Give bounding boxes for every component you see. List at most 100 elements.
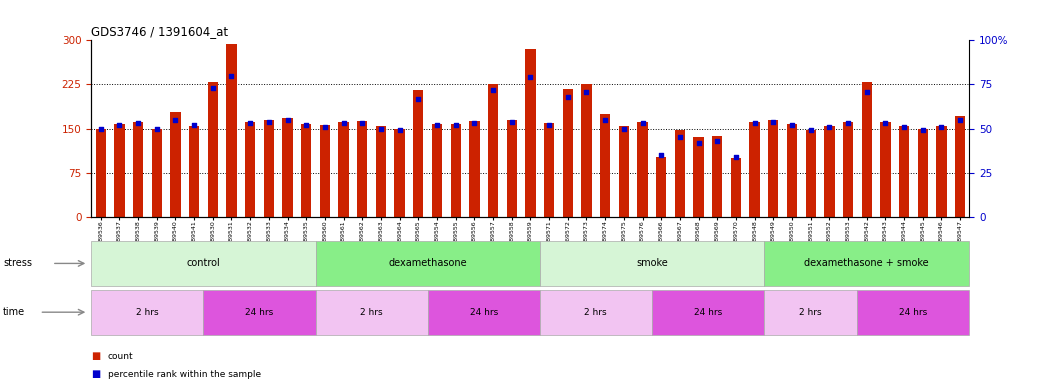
Bar — [899, 126, 909, 217]
Text: 24 hrs: 24 hrs — [899, 308, 928, 317]
Bar — [320, 124, 330, 217]
Bar — [376, 126, 386, 217]
Text: GDS3746 / 1391604_at: GDS3746 / 1391604_at — [91, 25, 228, 38]
Point — [92, 126, 109, 132]
Point — [840, 120, 856, 126]
Point — [242, 120, 258, 126]
Bar — [824, 126, 835, 217]
Bar — [656, 157, 666, 217]
Bar — [95, 129, 106, 217]
Point — [821, 124, 838, 130]
Text: 24 hrs: 24 hrs — [245, 308, 274, 317]
Point — [728, 154, 744, 160]
Point — [690, 140, 707, 146]
Point — [466, 120, 483, 126]
Bar — [637, 122, 648, 217]
Bar — [413, 90, 424, 217]
Bar — [675, 130, 685, 217]
Bar — [693, 137, 704, 217]
Point — [373, 126, 389, 132]
Text: 2 hrs: 2 hrs — [360, 308, 383, 317]
Bar — [862, 81, 872, 217]
Text: 24 hrs: 24 hrs — [469, 308, 498, 317]
Bar — [432, 124, 442, 217]
Point — [952, 117, 968, 123]
Point — [877, 120, 894, 126]
Text: dexamethasone: dexamethasone — [388, 258, 467, 268]
Point — [653, 152, 670, 158]
Text: smoke: smoke — [636, 258, 667, 268]
Bar — [338, 122, 349, 217]
Bar — [133, 122, 143, 217]
Bar — [955, 116, 965, 217]
Point — [111, 122, 128, 128]
Bar — [114, 124, 125, 217]
Point — [429, 122, 445, 128]
Point — [204, 85, 221, 91]
Bar — [749, 122, 760, 217]
Bar — [152, 129, 162, 217]
Text: count: count — [108, 352, 134, 361]
Text: stress: stress — [3, 258, 32, 268]
Point — [765, 119, 782, 125]
Point — [391, 127, 408, 134]
Point — [279, 117, 296, 123]
Point — [503, 119, 520, 125]
Point — [933, 124, 950, 130]
Point — [541, 122, 557, 128]
Bar — [918, 129, 928, 217]
Bar — [843, 122, 853, 217]
Text: 24 hrs: 24 hrs — [693, 308, 722, 317]
Bar — [880, 122, 891, 217]
Text: 2 hrs: 2 hrs — [799, 308, 822, 317]
Point — [597, 117, 613, 123]
Point — [914, 127, 931, 134]
Bar — [787, 124, 797, 217]
Bar — [357, 121, 367, 217]
Bar — [450, 124, 461, 217]
Bar — [264, 120, 274, 217]
Point — [447, 122, 464, 128]
Bar — [245, 122, 255, 217]
Bar — [189, 126, 199, 217]
Text: 2 hrs: 2 hrs — [584, 308, 607, 317]
Bar — [208, 81, 218, 217]
Point — [261, 119, 277, 125]
Point — [672, 134, 688, 141]
Point — [616, 126, 632, 132]
Point — [485, 87, 501, 93]
Point — [559, 94, 576, 100]
Bar — [226, 45, 237, 217]
Point — [858, 88, 875, 94]
Bar — [712, 136, 722, 217]
Bar — [936, 126, 947, 217]
Text: control: control — [187, 258, 220, 268]
Point — [130, 120, 146, 126]
Point — [317, 124, 333, 130]
Point — [148, 126, 165, 132]
Text: ■: ■ — [91, 351, 101, 361]
Text: percentile rank within the sample: percentile rank within the sample — [108, 370, 262, 379]
Point — [335, 120, 352, 126]
Point — [522, 74, 539, 81]
Point — [354, 120, 371, 126]
Point — [746, 120, 763, 126]
Point — [223, 73, 240, 79]
Text: time: time — [3, 307, 25, 317]
Bar — [805, 130, 816, 217]
Point — [802, 127, 819, 134]
Bar — [282, 118, 293, 217]
Bar — [488, 84, 498, 217]
Point — [410, 96, 427, 102]
Bar — [563, 89, 573, 217]
Text: 2 hrs: 2 hrs — [136, 308, 159, 317]
Point — [298, 122, 315, 128]
Point — [186, 122, 202, 128]
Bar — [469, 121, 480, 217]
Bar — [301, 124, 311, 217]
Bar — [525, 49, 536, 217]
Bar — [768, 120, 778, 217]
Bar — [394, 129, 405, 217]
Point — [167, 117, 184, 123]
Bar — [581, 84, 592, 217]
